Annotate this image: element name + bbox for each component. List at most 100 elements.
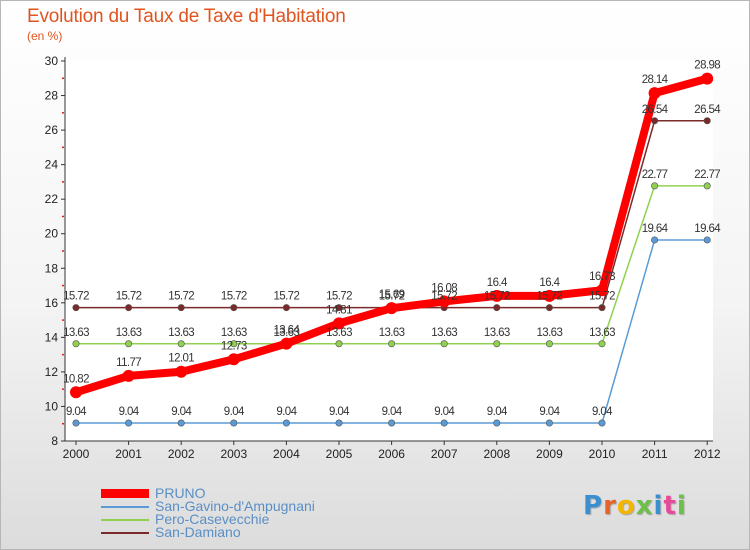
data-label: 13.63	[168, 327, 194, 339]
x-tick-label: 2008	[483, 447, 510, 461]
data-label: 13.63	[537, 327, 563, 339]
data-point	[122, 369, 135, 382]
data-label: 13.63	[63, 327, 89, 339]
logo-letter: i	[676, 491, 687, 521]
data-label: 14.81	[326, 304, 352, 316]
data-label: 16.4	[487, 277, 508, 289]
data-point	[177, 340, 185, 348]
logo-letter: P	[583, 491, 604, 521]
data-label: 15.72	[326, 291, 352, 303]
data-point	[125, 340, 133, 348]
y-tick-label: 22	[45, 192, 59, 206]
data-point	[175, 365, 188, 378]
x-tick-label: 2009	[536, 447, 563, 461]
data-point	[72, 419, 80, 427]
data-point	[227, 353, 240, 366]
data-point	[596, 284, 608, 297]
data-point	[490, 289, 503, 302]
proxiti-logo: Proxiti	[583, 491, 687, 521]
data-label: 13.63	[589, 327, 615, 339]
data-point	[282, 304, 290, 312]
y-tick-label: 16	[45, 296, 59, 310]
y-tick-label: 18	[45, 261, 59, 275]
data-label: 13.63	[116, 327, 142, 339]
data-label: 15.72	[274, 291, 300, 303]
data-point	[385, 302, 398, 315]
x-tick-label: 2001	[115, 447, 142, 461]
data-point	[177, 304, 185, 312]
data-label: 9.04	[224, 406, 245, 418]
x-tick-label: 2007	[431, 447, 458, 461]
y-tick-label: 20	[45, 227, 59, 241]
x-tick-label: 2000	[63, 447, 90, 461]
data-point	[438, 295, 451, 308]
data-label: 12.01	[168, 353, 194, 365]
data-point	[125, 304, 133, 312]
data-point	[230, 304, 238, 312]
data-label: 13.63	[431, 327, 457, 339]
legend-item-san-damiano[interactable]: San-Damiano	[101, 525, 315, 539]
data-point	[230, 340, 238, 348]
data-point	[545, 419, 553, 427]
legend: PRUNO San-Gavino-d'Ampugnani Pero-Caseve…	[101, 486, 315, 539]
data-point	[651, 182, 659, 190]
data-point	[493, 340, 501, 348]
data-point	[598, 304, 606, 312]
data-label: 15.72	[221, 291, 247, 303]
data-point	[543, 289, 556, 302]
legend-item-san-gavino[interactable]: San-Gavino-d'Ampugnani	[101, 499, 315, 513]
data-point	[388, 419, 396, 427]
data-point	[545, 304, 553, 312]
data-point	[703, 182, 711, 190]
data-point	[701, 72, 714, 85]
y-tick-label: 8	[51, 434, 58, 448]
data-label: 26.54	[694, 104, 721, 116]
x-tick-label: 2003	[220, 447, 247, 461]
data-point	[280, 337, 293, 350]
data-label: 9.04	[382, 406, 403, 418]
data-label: 9.04	[276, 406, 297, 418]
data-label: 13.63	[484, 327, 510, 339]
data-label: 19.64	[642, 223, 669, 235]
data-point	[335, 419, 343, 427]
data-label: 9.04	[66, 406, 87, 418]
data-label: 15.72	[589, 291, 615, 303]
legend-item-pero-casevecchie[interactable]: Pero-Casevecchie	[101, 512, 315, 526]
x-tick-label: 2002	[168, 447, 195, 461]
x-tick-label: 2010	[589, 447, 616, 461]
data-point	[72, 304, 80, 312]
y-tick-label: 12	[45, 365, 59, 379]
data-point	[651, 236, 659, 244]
data-label: 28.98	[694, 60, 720, 72]
data-label: 9.04	[171, 406, 192, 418]
data-label: 22.77	[694, 169, 720, 181]
logo-letter: t	[663, 491, 677, 521]
data-point	[125, 419, 133, 427]
data-point	[440, 340, 448, 348]
data-point	[177, 419, 185, 427]
data-point	[230, 419, 238, 427]
data-point	[598, 340, 606, 348]
data-label: 9.04	[487, 406, 508, 418]
data-label: 9.04	[329, 406, 350, 418]
data-label: 9.04	[592, 406, 613, 418]
chart-subtitle: (en %)	[27, 29, 63, 43]
legend-swatch-pero-casevecchie	[101, 518, 149, 521]
data-label: 13.64	[274, 325, 301, 337]
data-label: 13.63	[326, 327, 352, 339]
data-point	[282, 419, 290, 427]
legend-swatch-san-damiano	[101, 531, 149, 534]
data-label: 12.73	[221, 340, 247, 352]
data-label: 9.04	[539, 406, 560, 418]
data-label: 16.08	[431, 282, 457, 294]
data-point	[493, 304, 501, 312]
y-tick-label: 10	[45, 399, 59, 413]
y-tick-label: 30	[45, 54, 59, 68]
x-tick-label: 2006	[378, 447, 405, 461]
logo-letter: i	[653, 491, 664, 521]
y-tick-label: 24	[45, 158, 59, 172]
legend-item-pruno[interactable]: PRUNO	[101, 486, 315, 500]
data-point	[493, 419, 501, 427]
logo-letter: x	[635, 491, 654, 521]
